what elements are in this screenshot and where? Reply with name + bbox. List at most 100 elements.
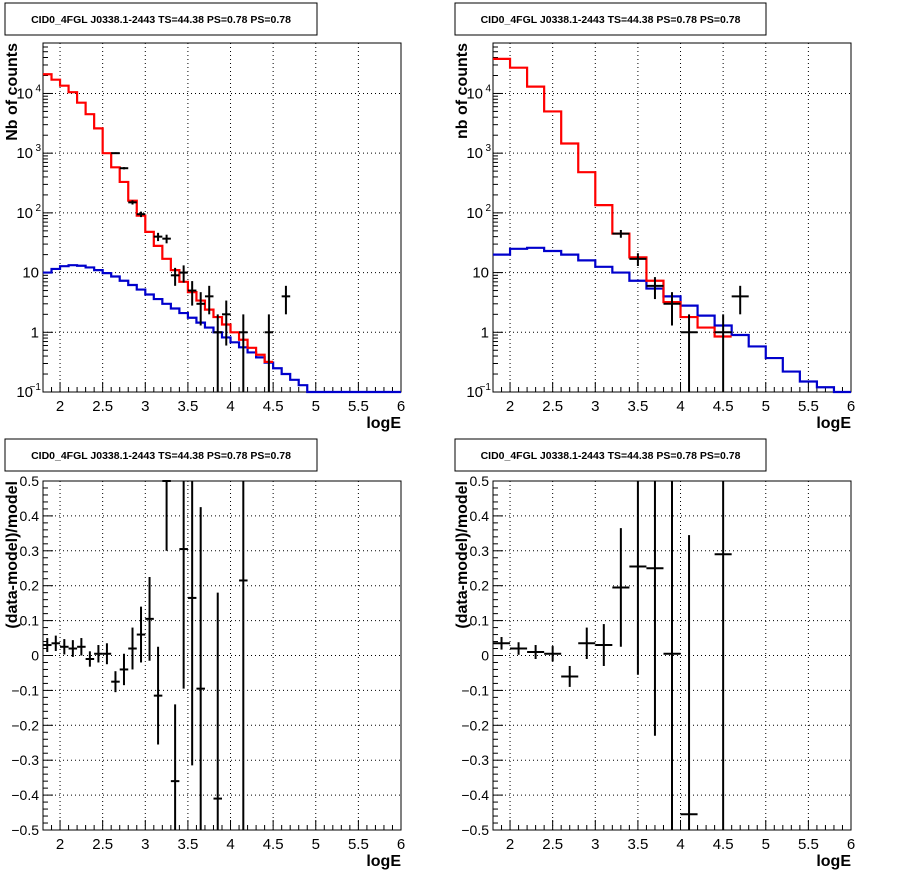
x-tick-label: 5.5 <box>798 398 819 415</box>
y-tick-label: 0 <box>481 648 489 664</box>
x-tick-label: 4 <box>226 836 234 853</box>
y-tick-label: −0.3 <box>461 752 489 768</box>
title-frame <box>4 2 318 36</box>
x-axis-ticks: 2 2.5 3 3.5 4 4.5 5 5.5 6 <box>492 820 855 853</box>
data-points <box>612 229 749 392</box>
x-tick-label: 5.5 <box>348 398 369 415</box>
x-tick-label: 4.5 <box>713 836 734 853</box>
grid <box>43 43 401 392</box>
y-tick-label: 0.3 <box>470 543 490 559</box>
y-axis-ticks: −0.5 −0.4 −0.3 −0.2 −0.1 0 0.1 0.2 0.3 0.4 0.5 <box>11 473 53 838</box>
y-tick-label-exponent: 2 <box>485 203 491 214</box>
y-tick-label-exponent: 2 <box>35 203 41 214</box>
title-frame <box>4 438 318 472</box>
plot-frame <box>42 42 402 393</box>
y-tick-label-exponent: 4 <box>485 83 491 94</box>
x-tick-label: 2 <box>506 836 514 853</box>
x-axis-label: logE <box>366 853 401 870</box>
y-tick-label: 10 <box>466 145 483 162</box>
x-tick-label: 4 <box>676 836 684 853</box>
x-tick-label: 2 <box>56 398 64 415</box>
model-total-line <box>493 57 732 338</box>
y-tick-label: 0.5 <box>470 473 490 489</box>
x-tick-label: 4 <box>676 398 684 415</box>
y-tick-label: 0.1 <box>470 613 490 629</box>
y-tick-label: −0.5 <box>461 822 489 838</box>
y-tick-label: 0.2 <box>20 578 40 594</box>
y-axis-label: (data-model)/model <box>454 481 471 629</box>
x-tick-label: 5 <box>762 398 770 415</box>
y-tick-label: 1 <box>31 324 39 341</box>
x-tick-label: 5 <box>312 398 320 415</box>
x-axis-ticks: 2 2.5 3 3.5 4 4.5 5 5.5 6 <box>42 382 405 415</box>
data-points <box>43 480 248 830</box>
x-tick-label: 6 <box>397 836 405 853</box>
x-tick-label: 2 <box>56 836 64 853</box>
y-tick-label: 0.1 <box>20 613 40 629</box>
title-frame <box>454 438 767 472</box>
y-tick-label: 0.3 <box>20 543 40 559</box>
x-tick-label: 3 <box>591 398 599 415</box>
x-tick-label: 3 <box>141 836 149 853</box>
x-tick-label: 3.5 <box>627 398 648 415</box>
x-tick-label: 3.5 <box>177 836 198 853</box>
y-tick-label: −0.3 <box>11 752 39 768</box>
x-axis-ticks: 2 2.5 3 3.5 4 4.5 5 5.5 6 <box>492 382 855 415</box>
x-tick-label: 5.5 <box>348 836 369 853</box>
y-axis-label: nb of counts <box>454 43 471 139</box>
y-tick-label: −0.2 <box>11 717 39 733</box>
panel-bottom-right: 2 2.5 3 3.5 4 4.5 5 5.5 6 −0.5 −0.4 −0.3 −0.2 −0.1 0 0.… <box>454 438 855 870</box>
y-tick-label-exponent: −1 <box>30 382 42 393</box>
chart-title-box: CID0_4FGL J0338.1-2443 TS=44.38 PS=0.78 … <box>4 438 318 472</box>
chart-title-box: CID0_4FGL J0338.1-2443 TS=44.38 PS=0.78 … <box>454 438 767 472</box>
x-tick-label: 4.5 <box>263 398 284 415</box>
x-tick-label: 3 <box>141 398 149 415</box>
y-tick-label: 10 <box>16 85 33 102</box>
x-tick-label: 4.5 <box>713 398 734 415</box>
grid <box>493 43 851 392</box>
y-axis-label: (data-model)/model <box>4 481 21 629</box>
x-tick-label: 2.5 <box>542 398 563 415</box>
y-tick-label: 1 <box>481 324 489 341</box>
y-tick-label: 10 <box>472 265 489 282</box>
x-tick-label: 3.5 <box>627 836 648 853</box>
y-tick-label-exponent: 4 <box>35 83 41 94</box>
x-tick-label: 4 <box>226 398 234 415</box>
panel-bottom-left: 2 2.5 3 3.5 4 4.5 5 5.5 6 −0.5 −0.4 −0.3 −0.2 −0.1 0 0.… <box>4 438 405 870</box>
x-tick-label: 3.5 <box>177 398 198 415</box>
y-tick-label-exponent: −1 <box>480 382 492 393</box>
chart-title: CID0_4FGL J0338.1-2443 TS=44.38 PS=0.78 … <box>481 14 741 26</box>
x-tick-label: 2.5 <box>92 398 113 415</box>
y-tick-label: −0.5 <box>11 822 39 838</box>
x-tick-label: 5 <box>762 836 770 853</box>
y-tick-label: 0 <box>31 648 39 664</box>
y-tick-label: 10 <box>466 384 483 401</box>
y-tick-label: 10 <box>16 384 33 401</box>
x-tick-label: 5 <box>312 836 320 853</box>
y-axis-label: Nb of counts <box>4 43 21 141</box>
y-tick-label: 10 <box>22 265 39 282</box>
chart-title-box: CID0_4FGL J0338.1-2443 TS=44.38 PS=0.78 … <box>4 2 318 36</box>
grid <box>43 481 401 830</box>
y-tick-label: 0.4 <box>470 508 490 524</box>
y-tick-label: −0.1 <box>461 682 489 698</box>
y-tick-label: 10 <box>466 205 483 222</box>
x-tick-label: 2.5 <box>542 836 563 853</box>
y-tick-label: −0.4 <box>11 787 39 803</box>
y-tick-label: −0.1 <box>11 682 39 698</box>
plot-frame <box>492 42 852 393</box>
y-axis-ticks: −0.5 −0.4 −0.3 −0.2 −0.1 0 0.1 0.2 0.3 0.4 0.5 <box>461 473 503 838</box>
x-axis-label: logE <box>366 415 401 432</box>
x-tick-label: 6 <box>397 398 405 415</box>
x-tick-label: 6 <box>847 836 855 853</box>
y-tick-label: 10 <box>16 145 33 162</box>
x-tick-label: 2.5 <box>92 836 113 853</box>
chart-title: CID0_4FGL J0338.1-2443 TS=44.38 PS=0.78 … <box>31 450 291 462</box>
x-tick-label: 6 <box>847 398 855 415</box>
y-tick-label-exponent: 3 <box>35 143 41 154</box>
x-axis-label: logE <box>816 415 851 432</box>
y-tick-label: 10 <box>466 85 483 102</box>
